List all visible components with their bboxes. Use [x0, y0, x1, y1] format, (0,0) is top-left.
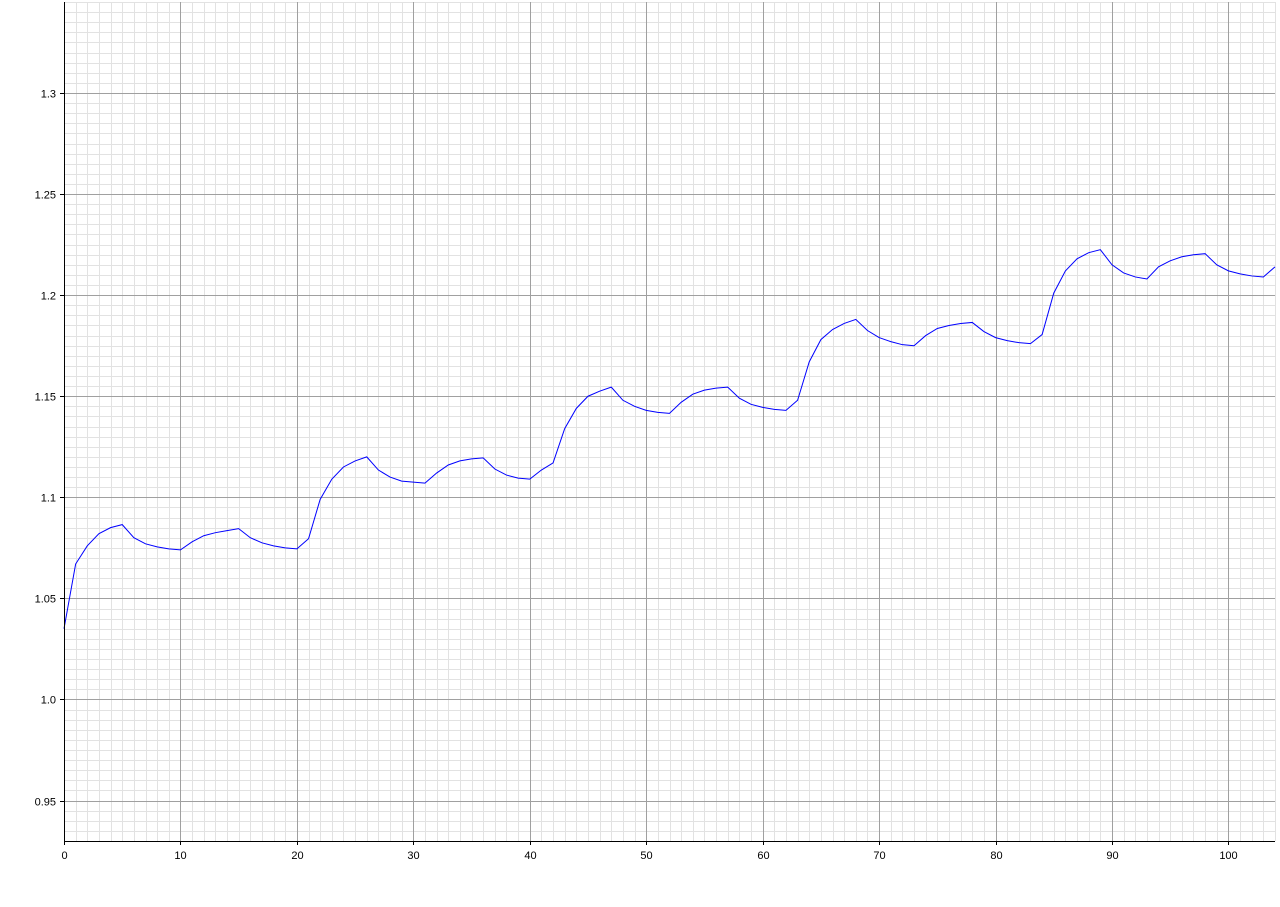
y-tick-label: 1.15	[35, 392, 56, 404]
x-tick-label: 10	[174, 850, 186, 862]
y-tick-label: 1.25	[35, 190, 56, 202]
x-tick-label: 70	[873, 850, 885, 862]
y-axis-ticks: 0.95 1.0 1.05 1.1 1.15 1.2 1.25 1.3	[35, 89, 64, 809]
x-axis-ticks: 0 10 20 30 40 50 60 70 80 90 100	[61, 841, 1238, 862]
x-tick-label: 90	[1106, 850, 1118, 862]
x-tick-label: 30	[407, 850, 419, 862]
y-tick-label: 0.95	[35, 797, 56, 809]
y-tick-label: 1.2	[41, 291, 56, 303]
major-gridlines	[64, 2, 1275, 841]
series-line	[63, 249, 1276, 629]
x-tick-label: 60	[757, 850, 769, 862]
x-tick-label: 100	[1219, 850, 1237, 862]
x-tick-label: 20	[291, 850, 303, 862]
y-tick-label: 1.0	[41, 695, 56, 707]
x-tick-label: 80	[990, 850, 1002, 862]
x-tick-label: 40	[524, 850, 536, 862]
y-tick-label: 1.05	[35, 594, 56, 606]
minor-gridlines	[64, 2, 1276, 842]
x-tick-label: 0	[61, 850, 67, 862]
x-tick-label: 50	[640, 850, 652, 862]
y-tick-label: 1.3	[41, 89, 56, 101]
y-tick-label: 1.1	[41, 493, 56, 505]
